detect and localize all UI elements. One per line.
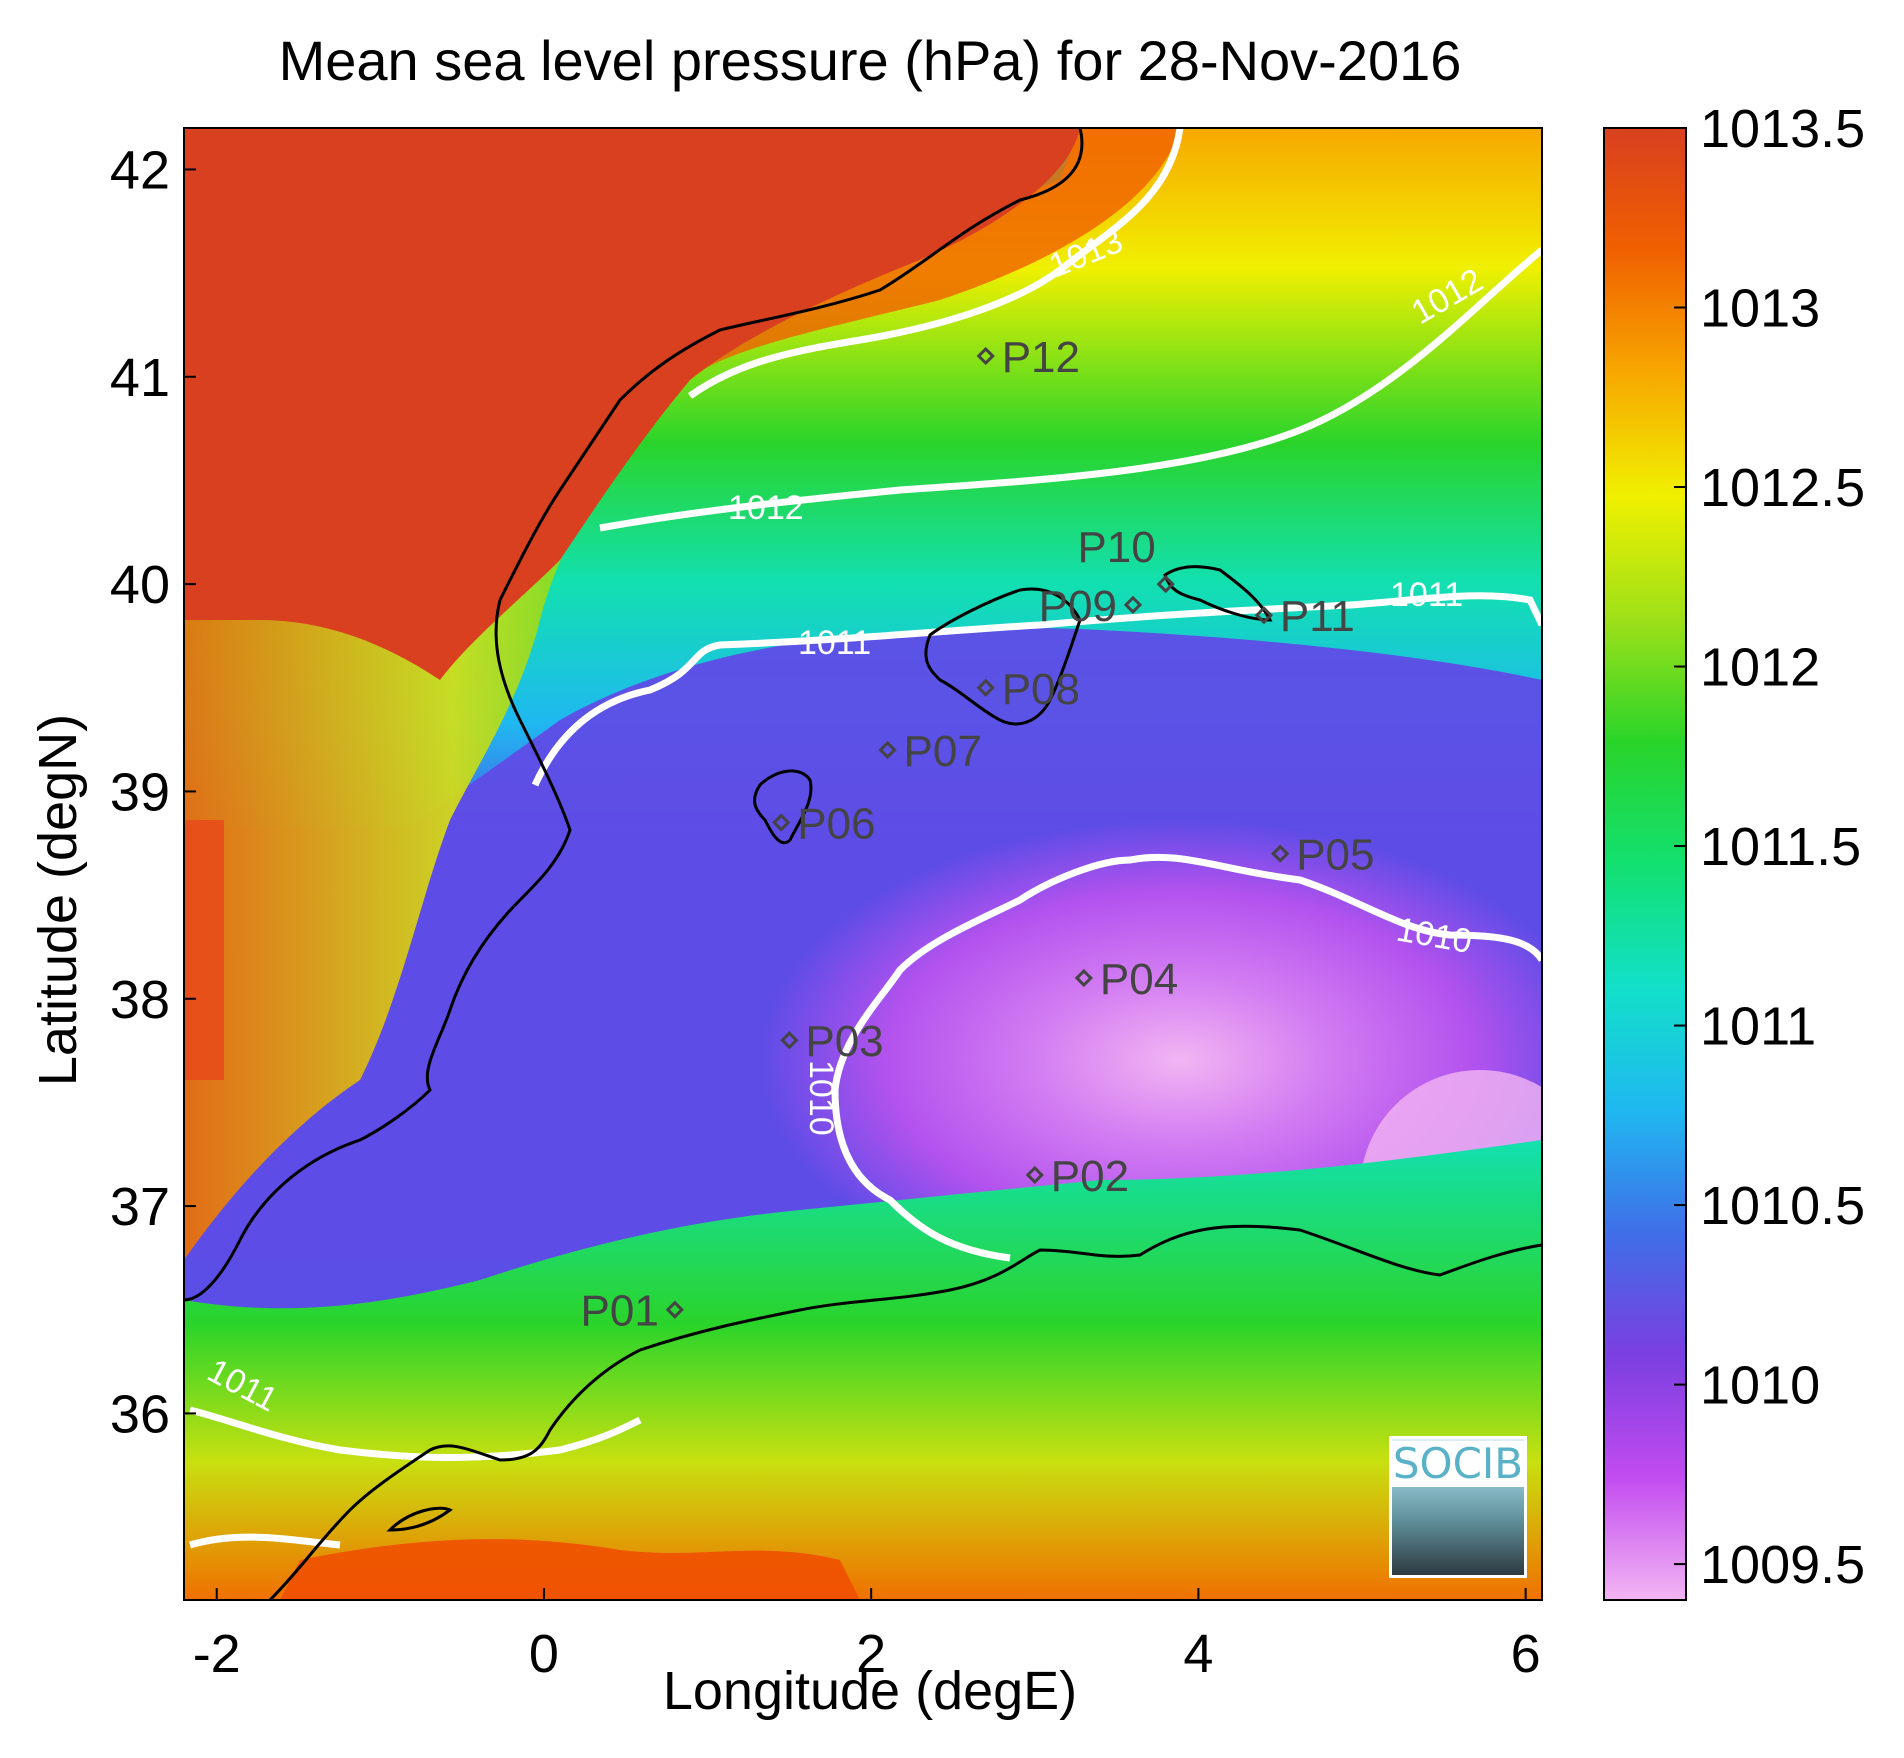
colorbar-tick-label: 1013.5 <box>1700 99 1865 159</box>
colorbar <box>1603 127 1687 1601</box>
y-tick-label: 42 <box>110 140 170 200</box>
station-label-p02: P02 <box>1051 1152 1129 1201</box>
station-marker-p07 <box>878 740 897 760</box>
colorbar-tick-label: 1012 <box>1700 638 1820 698</box>
x-tick-label: -2 <box>193 1624 241 1684</box>
station-label-p07: P07 <box>904 727 982 776</box>
station-label-p12: P12 <box>1002 333 1080 382</box>
station-label-p03: P03 <box>805 1017 883 1066</box>
isobar-label: 1012 <box>728 489 804 527</box>
station-label-p01: P01 <box>581 1287 659 1336</box>
x-axis-label: Longitude (degE) <box>662 1661 1078 1721</box>
chart-title: Mean sea level pressure (hPa) for 28-Nov… <box>278 29 1462 92</box>
colorbar-tick-label: 1011.5 <box>1700 817 1861 877</box>
colorbar-tick-label: 1011 <box>1700 997 1816 1057</box>
station-marker-p08 <box>976 678 995 697</box>
plot-frame <box>183 127 1543 1601</box>
station-marker-p11 <box>1254 606 1273 625</box>
axis-ticks: -2 0 2 4 6 36 37 38 39 40 41 42 <box>110 140 1541 1684</box>
logo-text: SOCIB <box>1392 1439 1524 1488</box>
x-tick-label: 0 <box>529 1624 559 1684</box>
station-marker-p12 <box>976 346 995 366</box>
station-label-p11: P11 <box>1280 592 1355 641</box>
station-marker-p04 <box>1074 968 1094 988</box>
x-tick-label: 2 <box>856 1624 886 1684</box>
station-label-p08: P08 <box>1002 665 1080 714</box>
colorbar-tick-label: 1010 <box>1700 1356 1820 1416</box>
station-marker-p09 <box>1123 595 1143 614</box>
station-label-p10: P10 <box>1077 523 1155 572</box>
colorbar-tick-label: 1013 <box>1700 279 1820 339</box>
station-marker-p06 <box>772 813 791 832</box>
colorbar-tick-label: 1012.5 <box>1700 458 1865 518</box>
coastline <box>184 128 1542 1600</box>
station-label-p09: P09 <box>1039 582 1117 631</box>
station-marker-p02 <box>1025 1165 1044 1185</box>
y-tick-label: 37 <box>110 1177 170 1237</box>
socib-logo: SOCIB <box>1389 1436 1527 1578</box>
pressure-field <box>184 128 1542 1600</box>
y-tick-label: 41 <box>110 348 170 408</box>
isobars <box>188 128 1542 1549</box>
station-label-p04: P04 <box>1100 955 1178 1004</box>
colorbar-ticks: 1009.5 1010 1010.5 1011 1011.5 1012 1012.5 1013… <box>1674 99 1865 1595</box>
y-tick-label: 38 <box>110 970 170 1030</box>
isobar-labels: 1013 1012 1012 1011 1011 1011 1010 1010 <box>201 222 1489 1420</box>
colorbar-tick-label: 1009.5 <box>1700 1535 1865 1595</box>
y-tick-label: 40 <box>110 555 170 615</box>
colorbar-tick-label: 1010.5 <box>1700 1176 1865 1236</box>
isobar-label: 1011 <box>798 624 871 662</box>
station-marker-p01 <box>665 1300 684 1319</box>
station-markers: P01 P02 P03 P04 P05 P06 P07 P08 P09 P10 P11 P12 <box>581 333 1375 1336</box>
station-marker-p03 <box>780 1031 799 1050</box>
station-label-p06: P06 <box>797 800 875 849</box>
isobar-label: 1010 <box>802 1060 840 1136</box>
x-tick-label: 4 <box>1183 1624 1213 1684</box>
isobar-label: 1011 <box>1390 576 1463 614</box>
station-marker-p05 <box>1271 844 1290 863</box>
y-tick-label: 36 <box>110 1384 170 1444</box>
station-marker-p10 <box>1156 574 1175 594</box>
station-label-p05: P05 <box>1296 831 1374 880</box>
y-tick-label: 39 <box>110 762 170 822</box>
x-tick-label: 6 <box>1511 1624 1541 1684</box>
